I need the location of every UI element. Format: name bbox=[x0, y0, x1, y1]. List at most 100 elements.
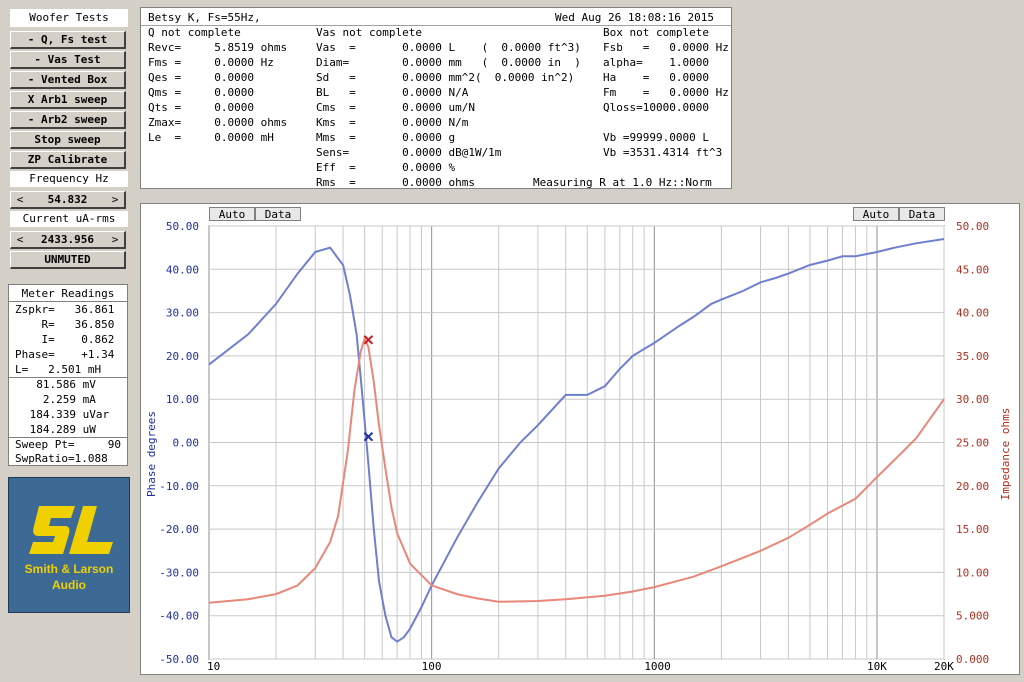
current-value: 2433.956 bbox=[41, 233, 94, 246]
arb1-sweep-button[interactable]: X Arb1 sweep bbox=[10, 91, 126, 109]
sweep-ratio: SwpRatio=1.088 bbox=[15, 452, 108, 465]
meter-divider bbox=[9, 377, 127, 378]
q-param-line-6: Zmax= 0.0000 ohms bbox=[148, 116, 288, 129]
frequency-increase-arrow[interactable]: > bbox=[111, 193, 119, 206]
phase-axis-label: Phase degrees bbox=[145, 411, 158, 497]
meter-current: 2.259 mA bbox=[23, 393, 96, 406]
impedance-cursor-marker bbox=[363, 335, 374, 345]
left-auto-button[interactable]: Auto bbox=[209, 207, 255, 221]
graph-panel: Auto Data Auto Data 50.00 40.00 30.00 20.00… bbox=[140, 203, 1020, 675]
vas-param-line-2: Diam= 0.0000 mm ( 0.0000 in ) bbox=[316, 56, 581, 69]
vas-param-line-10: Rms = 0.0000 ohms bbox=[316, 176, 475, 189]
current-increase-arrow[interactable]: > bbox=[111, 233, 119, 246]
smith-larson-logo: Smith & Larson Audio bbox=[8, 477, 130, 613]
q-param-line-7: Le = 0.0000 mH bbox=[148, 131, 274, 144]
left-tick-label: 20.00 bbox=[166, 350, 199, 363]
measurement-status: Measuring R at 1.0 Hz::Norm bbox=[533, 176, 712, 189]
chart-tick-labels: 50.00 40.00 30.00 20.00 10.00 0.00 -10.00 -20.0… bbox=[159, 220, 989, 673]
left-data-button[interactable]: Data bbox=[255, 207, 301, 221]
meter-i: I= 0.862 bbox=[15, 333, 115, 346]
meter-power: 184.289 uW bbox=[23, 423, 96, 436]
right-tick-label: 20.00 bbox=[956, 480, 989, 493]
right-tick-label: 45.00 bbox=[956, 263, 989, 276]
frequency-stepper: < 54.832 > bbox=[10, 191, 126, 209]
x-tick-label: 10 bbox=[207, 660, 220, 673]
woofer-tests-title: Woofer Tests bbox=[10, 9, 128, 27]
right-auto-button[interactable]: Auto bbox=[853, 207, 899, 221]
right-tick-label: 25.00 bbox=[956, 437, 989, 450]
right-tick-label: 15.00 bbox=[956, 523, 989, 536]
vented-box-button[interactable]: - Vented Box bbox=[10, 71, 126, 89]
q-param-line-0: Q not complete bbox=[148, 26, 241, 39]
logo-mark-icon: Smith & Larson Audio bbox=[25, 506, 114, 592]
current-decrease-arrow[interactable]: < bbox=[16, 233, 24, 246]
vas-param-line-8: Sens= 0.0000 dB@1W/1m bbox=[316, 146, 502, 159]
left-tick-label: 50.00 bbox=[166, 220, 199, 233]
meter-reactive-power: 184.339 uVar bbox=[23, 408, 110, 421]
q-fs-test-button[interactable]: - Q, Fs test bbox=[10, 31, 126, 49]
meter-readings-panel: Meter Readings Zspkr= 36.861 R= 36.850 I… bbox=[8, 284, 128, 466]
left-tick-label: -10.00 bbox=[159, 480, 199, 493]
right-tick-label: 10.00 bbox=[956, 566, 989, 579]
current-label: Current uA-rms bbox=[10, 211, 128, 227]
mute-toggle-button[interactable]: UNMUTED bbox=[10, 251, 126, 269]
parameters-info-panel: Betsy K, Fs=55Hz, Wed Aug 26 18:08:16 20… bbox=[140, 7, 732, 189]
meter-divider bbox=[9, 301, 127, 302]
logo-text-line2: Audio bbox=[52, 578, 86, 592]
left-tick-label: 0.00 bbox=[173, 437, 200, 450]
impedance-phase-chart: 50.00 40.00 30.00 20.00 10.00 0.00 -10.00 -20.0… bbox=[145, 220, 1012, 673]
x-tick-label: 100 bbox=[422, 660, 442, 673]
phase-cursor-marker bbox=[363, 431, 374, 442]
vas-param-line-3: Sd = 0.0000 mm^2( 0.0000 in^2) bbox=[316, 71, 575, 84]
chart-series bbox=[208, 238, 945, 643]
x-tick-label: 20K bbox=[934, 660, 954, 673]
q-param-line-3: Qes = 0.0000 bbox=[148, 71, 254, 84]
right-tick-label: 40.00 bbox=[956, 307, 989, 320]
meter-phase: Phase= +1.34 bbox=[15, 348, 115, 361]
x-tick-label: 1000 bbox=[644, 660, 671, 673]
timestamp: Wed Aug 26 18:08:16 2015 bbox=[555, 11, 714, 24]
meter-divider bbox=[9, 437, 127, 438]
stop-sweep-button[interactable]: Stop sweep bbox=[10, 131, 126, 149]
left-tick-label: -30.00 bbox=[159, 566, 199, 579]
right-tick-label: 50.00 bbox=[956, 220, 989, 233]
vas-param-line-9: Eff = 0.0000 % bbox=[316, 161, 456, 174]
vas-test-button[interactable]: - Vas Test bbox=[10, 51, 126, 69]
right-tick-label: 5.000 bbox=[956, 610, 989, 623]
arb2-sweep-button[interactable]: - Arb2 sweep bbox=[10, 111, 126, 129]
q-param-line-4: Qms = 0.0000 bbox=[148, 86, 254, 99]
box-param-line-7: Vb =99999.0000 L bbox=[603, 131, 709, 144]
zp-calibrate-button[interactable]: ZP Calibrate bbox=[10, 151, 126, 169]
meter-r: R= 36.850 bbox=[15, 318, 115, 331]
frequency-value: 54.832 bbox=[47, 193, 88, 206]
impedance-series-line bbox=[208, 335, 945, 604]
box-param-line-4: Fm = 0.0000 Hz bbox=[603, 86, 729, 99]
left-tick-label: -50.00 bbox=[159, 653, 199, 666]
left-tick-label: -20.00 bbox=[159, 523, 199, 536]
left-tick-label: 30.00 bbox=[166, 307, 199, 320]
box-param-line-3: Ha = 0.0000 bbox=[603, 71, 709, 84]
meter-title: Meter Readings bbox=[21, 287, 115, 300]
vas-param-line-5: Cms = 0.0000 um/N bbox=[316, 101, 475, 114]
vas-param-line-6: Kms = 0.0000 N/m bbox=[316, 116, 469, 129]
box-param-line-5: Qloss=10000.0000 bbox=[603, 101, 709, 114]
q-param-line-5: Qts = 0.0000 bbox=[148, 101, 254, 114]
box-param-line-2: alpha= 1.0000 bbox=[603, 56, 709, 69]
chart-grid bbox=[208, 225, 945, 660]
box-param-line-8: Vb =3531.4314 ft^3 bbox=[603, 146, 723, 159]
session-title: Betsy K, Fs=55Hz, bbox=[148, 11, 261, 24]
left-tick-label: 40.00 bbox=[166, 263, 199, 276]
box-param-line-1: Fsb = 0.0000 Hz bbox=[603, 41, 729, 54]
frequency-label: Frequency Hz bbox=[10, 171, 128, 187]
vas-param-line-7: Mms = 0.0000 g bbox=[316, 131, 456, 144]
right-data-button[interactable]: Data bbox=[899, 207, 945, 221]
q-param-line-2: Fms = 0.0000 Hz bbox=[148, 56, 274, 69]
vas-param-line-0: Vas not complete bbox=[316, 26, 422, 39]
logo-text-line1: Smith & Larson bbox=[25, 562, 114, 576]
current-stepper: < 2433.956 > bbox=[10, 231, 126, 249]
right-tick-label: 35.00 bbox=[956, 350, 989, 363]
info-divider bbox=[141, 25, 731, 26]
left-tick-label: -40.00 bbox=[159, 610, 199, 623]
frequency-decrease-arrow[interactable]: < bbox=[16, 193, 24, 206]
x-tick-label: 10K bbox=[867, 660, 887, 673]
